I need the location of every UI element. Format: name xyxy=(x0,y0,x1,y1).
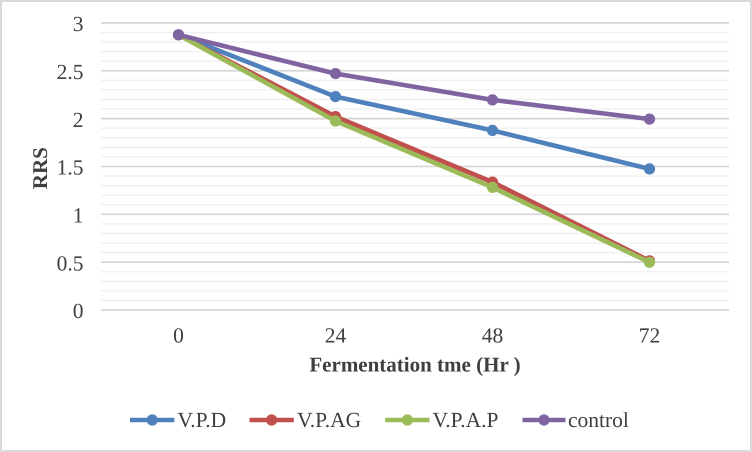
svg-text:1.5: 1.5 xyxy=(57,156,84,180)
svg-text:0: 0 xyxy=(73,299,84,323)
svg-text:3: 3 xyxy=(73,12,84,36)
svg-text:2: 2 xyxy=(73,108,84,132)
svg-text:RRS: RRS xyxy=(28,147,52,189)
svg-text:V.P.A.P: V.P.A.P xyxy=(433,408,499,432)
svg-text:control: control xyxy=(568,408,629,432)
svg-text:V.P.AG: V.P.AG xyxy=(297,408,361,432)
svg-text:24: 24 xyxy=(325,324,347,348)
svg-text:2.5: 2.5 xyxy=(57,60,84,84)
svg-text:Fermentation tme (Hr ): Fermentation tme (Hr ) xyxy=(309,353,520,377)
svg-text:1: 1 xyxy=(73,204,84,228)
svg-text:48: 48 xyxy=(482,324,504,348)
svg-text:72: 72 xyxy=(639,324,661,348)
svg-text:0.5: 0.5 xyxy=(57,251,84,275)
svg-text:V.P.D: V.P.D xyxy=(178,408,227,432)
svg-text:0: 0 xyxy=(173,324,184,348)
